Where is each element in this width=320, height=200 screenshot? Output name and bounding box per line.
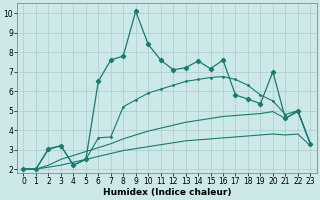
X-axis label: Humidex (Indice chaleur): Humidex (Indice chaleur) — [103, 188, 231, 197]
